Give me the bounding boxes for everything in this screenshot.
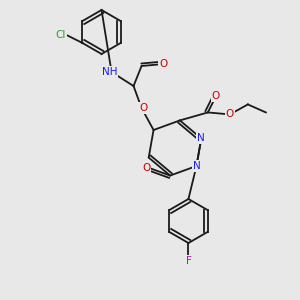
Text: O: O — [142, 163, 150, 172]
Text: O: O — [212, 92, 220, 101]
Text: N: N — [193, 161, 200, 171]
Text: O: O — [226, 110, 234, 119]
Text: NH: NH — [102, 67, 117, 77]
Text: O: O — [140, 103, 148, 113]
Text: Cl: Cl — [55, 30, 66, 40]
Text: N: N — [197, 134, 205, 143]
Text: F: F — [185, 256, 191, 266]
Text: O: O — [159, 59, 168, 69]
